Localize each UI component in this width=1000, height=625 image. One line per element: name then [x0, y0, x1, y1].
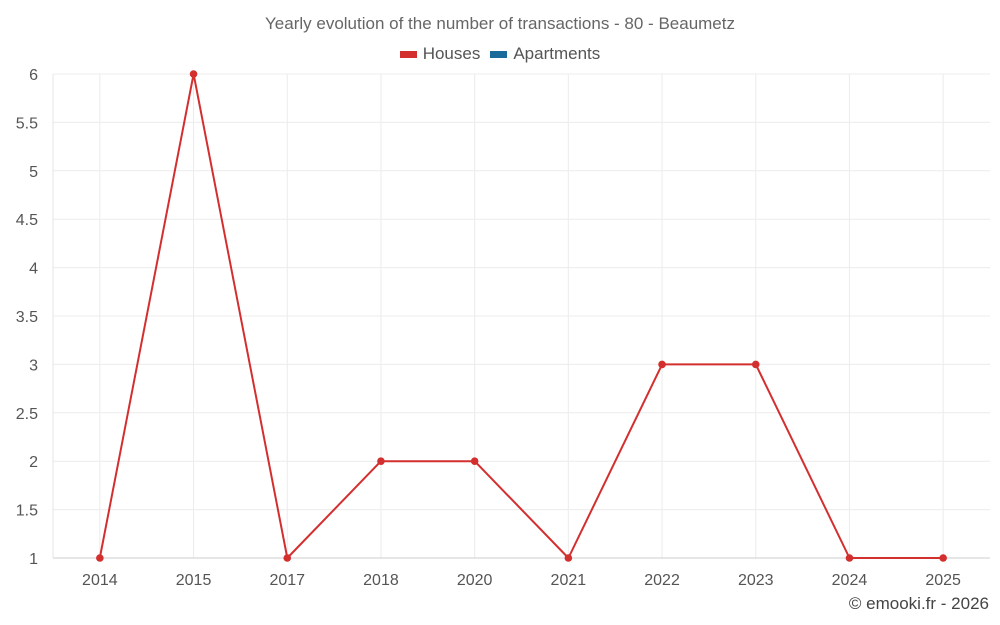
- y-tick-label: 5: [29, 164, 38, 181]
- legend-swatch-houses: [399, 50, 417, 58]
- credit-text: © emooki.fr - 2026: [848, 594, 989, 613]
- grid-lines: [53, 73, 990, 558]
- y-tick-label: 1: [29, 551, 38, 568]
- y-tick-label: 2.5: [16, 406, 38, 423]
- legend: Houses Apartments: [0, 44, 1000, 64]
- data-point-houses[interactable]: [939, 554, 947, 562]
- series-line-houses: [98, 73, 944, 559]
- y-tick-label: 5.5: [16, 115, 38, 132]
- legend-swatch-apartments: [490, 50, 508, 58]
- y-tick-label: 4: [29, 261, 38, 278]
- legend-item-houses[interactable]: Houses: [399, 44, 481, 64]
- chart-title: Yearly evolution of the number of transa…: [265, 14, 735, 33]
- y-tick-label: 2: [29, 454, 38, 471]
- legend-label-apartments: Apartments: [513, 44, 601, 63]
- legend-label-houses: Houses: [422, 44, 481, 63]
- points-group: [96, 70, 947, 562]
- series-group: [98, 73, 944, 559]
- legend-item-apartments[interactable]: Apartments: [490, 44, 600, 64]
- axis: [52, 74, 990, 559]
- x-tick-label: 2025: [925, 572, 961, 589]
- y-tick-label: 3.5: [16, 309, 38, 326]
- data-point-houses[interactable]: [658, 360, 666, 369]
- y-tick-label: 3: [29, 357, 38, 374]
- data-point-houses[interactable]: [751, 360, 760, 369]
- data-point-houses[interactable]: [189, 70, 198, 78]
- y-tick-label: 4.5: [16, 212, 38, 229]
- x-tick-labels: 2014 2015 2017 2018 2020 2021 2022 2023 2024 2025: [82, 572, 961, 589]
- x-tick-label: 2024: [832, 572, 868, 589]
- x-tick-label: 2018: [363, 572, 399, 589]
- y-tick-label: 1.5: [16, 503, 38, 520]
- x-tick-label: 2021: [551, 572, 587, 589]
- data-point-houses[interactable]: [377, 457, 385, 466]
- x-tick-label: 2015: [176, 572, 212, 589]
- data-point-houses[interactable]: [470, 457, 479, 466]
- x-tick-label: 2017: [269, 572, 305, 589]
- x-tick-label: 2022: [644, 572, 680, 589]
- data-point-houses[interactable]: [283, 554, 292, 562]
- y-tick-labels: 1 1.5 2 2.5 3 3.5 4 4.5 5 5.5 6: [16, 67, 38, 568]
- x-tick-label: 2023: [738, 572, 774, 589]
- x-tick-label: 2020: [457, 572, 493, 589]
- x-tick-label: 2014: [82, 572, 118, 589]
- data-point-houses[interactable]: [845, 554, 854, 562]
- y-tick-label: 6: [29, 67, 38, 84]
- data-point-houses[interactable]: [96, 554, 104, 562]
- data-point-houses[interactable]: [564, 554, 573, 562]
